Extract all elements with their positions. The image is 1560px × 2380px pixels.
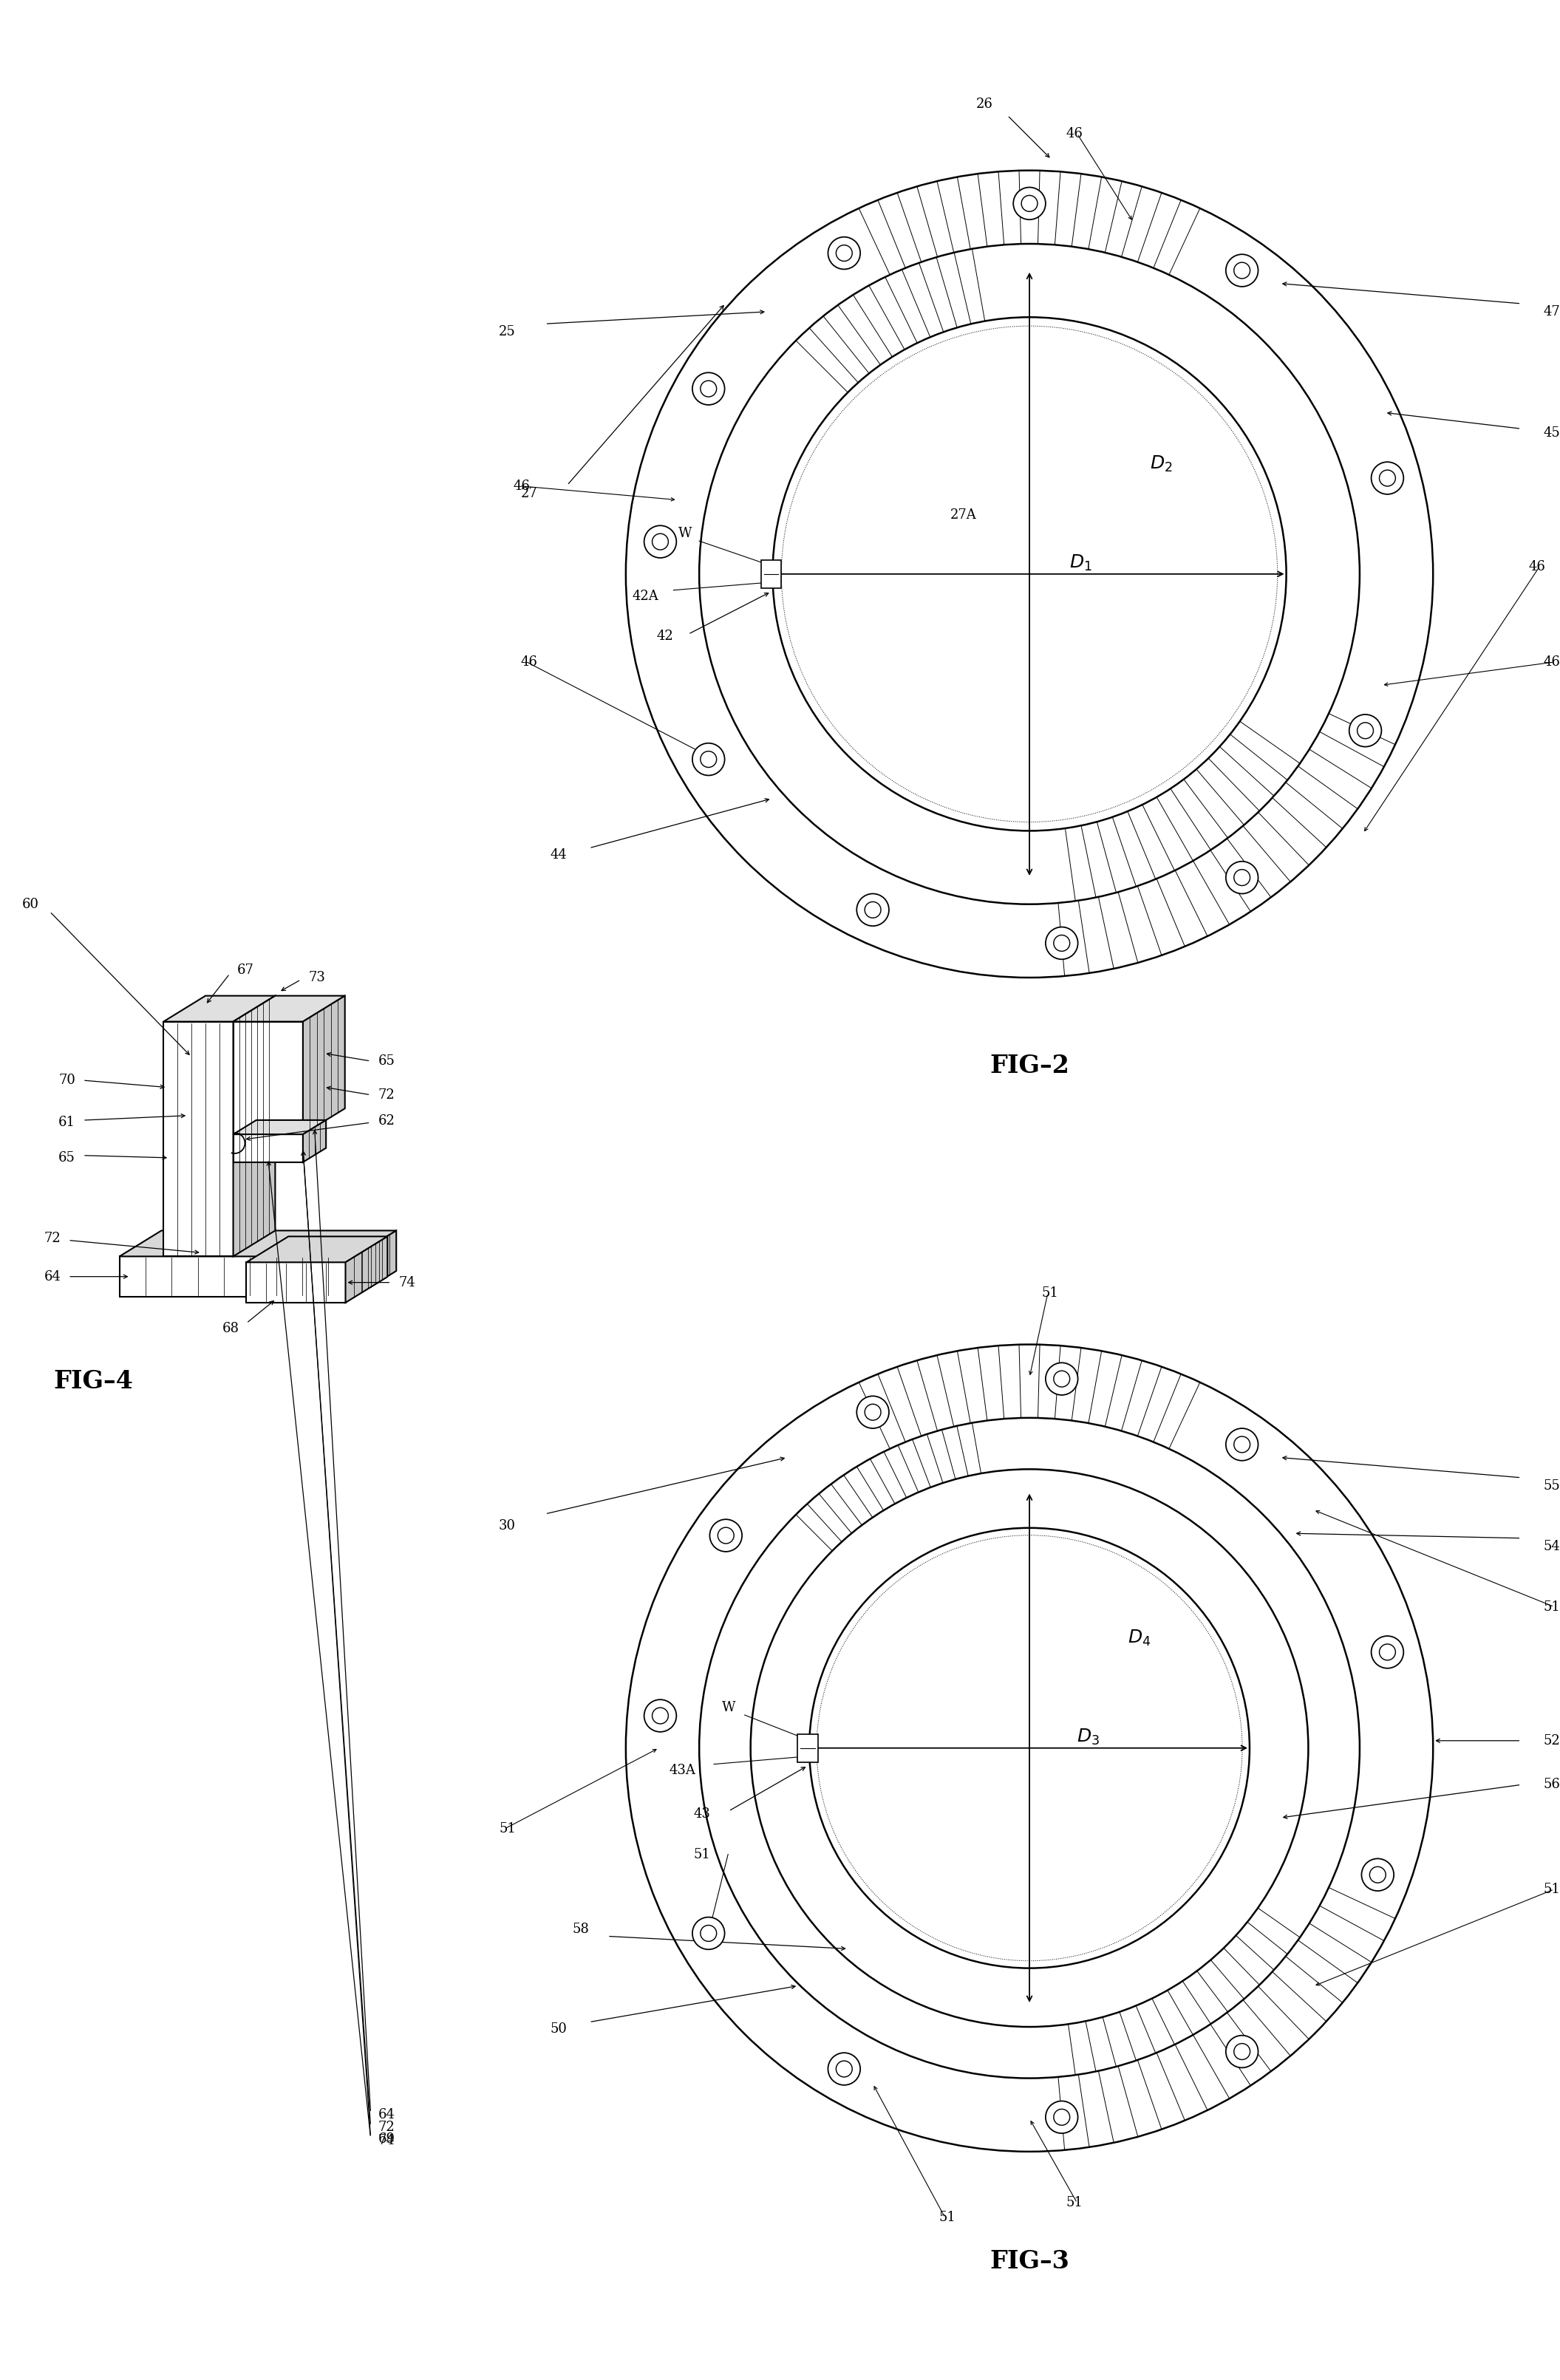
Text: 68: 68 [222, 1321, 239, 1335]
Text: 67: 67 [237, 964, 254, 976]
Text: 54: 54 [1543, 1540, 1560, 1552]
Circle shape [1226, 255, 1259, 286]
Text: 46: 46 [521, 655, 538, 669]
Polygon shape [345, 1238, 387, 1302]
Text: 47: 47 [1543, 305, 1560, 319]
Circle shape [828, 238, 860, 269]
Circle shape [1045, 2102, 1078, 2132]
Text: 51: 51 [499, 1823, 516, 1835]
Circle shape [1371, 462, 1404, 495]
Text: 73: 73 [309, 971, 324, 983]
Polygon shape [120, 1230, 396, 1257]
Polygon shape [232, 995, 345, 1021]
Polygon shape [232, 1021, 303, 1135]
Polygon shape [120, 1257, 354, 1297]
Polygon shape [303, 995, 345, 1135]
Circle shape [856, 1397, 889, 1428]
Text: 43A: 43A [669, 1764, 696, 1778]
Text: 61: 61 [58, 1116, 75, 1128]
Text: 42A: 42A [632, 590, 658, 602]
Polygon shape [232, 1121, 326, 1135]
Polygon shape [246, 1261, 345, 1302]
Text: 51: 51 [939, 2211, 956, 2225]
Text: 46: 46 [513, 478, 530, 493]
Text: $D_1$: $D_1$ [1070, 552, 1092, 574]
Circle shape [1226, 1428, 1259, 1461]
Text: 43: 43 [693, 1806, 710, 1821]
Text: W: W [722, 1702, 736, 1714]
Text: W: W [679, 526, 693, 540]
Polygon shape [246, 1238, 387, 1261]
Text: 27A: 27A [950, 509, 977, 521]
Text: 64: 64 [44, 1271, 61, 1283]
Text: 25: 25 [499, 326, 516, 338]
Text: FIG–2: FIG–2 [989, 1054, 1069, 1078]
Circle shape [1226, 862, 1259, 892]
Text: 70: 70 [59, 1073, 75, 1088]
Text: 69: 69 [378, 2132, 395, 2147]
Polygon shape [303, 1121, 326, 1161]
Text: 27: 27 [521, 486, 538, 500]
Circle shape [693, 374, 725, 405]
Circle shape [856, 895, 889, 926]
Text: 52: 52 [1543, 1735, 1560, 1747]
Text: 72: 72 [378, 2121, 395, 2135]
Circle shape [1226, 2035, 1259, 2068]
Text: 46: 46 [1065, 126, 1083, 140]
Text: 56: 56 [1543, 1778, 1560, 1792]
Text: 51: 51 [1065, 2197, 1083, 2209]
Polygon shape [232, 1135, 303, 1161]
Text: $D_4$: $D_4$ [1128, 1628, 1151, 1647]
Circle shape [710, 1518, 743, 1552]
Circle shape [644, 1699, 677, 1733]
Text: 74: 74 [398, 1276, 415, 1290]
Bar [761, 559, 782, 588]
Text: 46: 46 [1529, 559, 1546, 574]
Circle shape [1362, 1859, 1393, 1890]
Circle shape [1371, 1635, 1404, 1668]
Text: 51: 51 [1042, 1288, 1059, 1299]
Text: 51: 51 [1543, 1599, 1560, 1614]
Text: 30: 30 [499, 1518, 516, 1533]
Text: 72: 72 [44, 1230, 61, 1245]
Circle shape [1349, 714, 1382, 747]
Text: $D_3$: $D_3$ [1076, 1728, 1100, 1747]
Bar [797, 1735, 817, 1761]
Text: 50: 50 [551, 2023, 568, 2035]
Text: 64: 64 [378, 2109, 395, 2121]
Circle shape [644, 526, 677, 557]
Circle shape [1045, 1364, 1078, 1395]
Polygon shape [232, 995, 275, 1257]
Text: 65: 65 [59, 1152, 75, 1164]
Text: 74: 74 [378, 2135, 395, 2147]
Polygon shape [354, 1230, 396, 1297]
Circle shape [1045, 926, 1078, 959]
Text: 65: 65 [378, 1054, 395, 1069]
Text: 62: 62 [378, 1114, 395, 1128]
Polygon shape [164, 1021, 232, 1257]
Text: $D_2$: $D_2$ [1150, 455, 1173, 474]
Text: FIG–3: FIG–3 [989, 2249, 1069, 2273]
Text: 42: 42 [657, 631, 674, 643]
Text: 44: 44 [551, 847, 568, 862]
Polygon shape [164, 995, 275, 1021]
Text: 51: 51 [1543, 1883, 1560, 1897]
Text: 45: 45 [1543, 426, 1560, 440]
Circle shape [1014, 188, 1045, 219]
Text: 46: 46 [1543, 655, 1560, 669]
Text: 58: 58 [573, 1923, 590, 1937]
Text: 26: 26 [977, 98, 992, 112]
Text: 51: 51 [693, 1847, 710, 1861]
Text: FIG–4: FIG–4 [53, 1368, 133, 1392]
Text: 55: 55 [1543, 1478, 1560, 1492]
Text: 60: 60 [22, 897, 39, 912]
Circle shape [693, 1918, 725, 1949]
Circle shape [693, 743, 725, 776]
Text: 72: 72 [378, 1088, 395, 1102]
Circle shape [828, 2054, 860, 2085]
